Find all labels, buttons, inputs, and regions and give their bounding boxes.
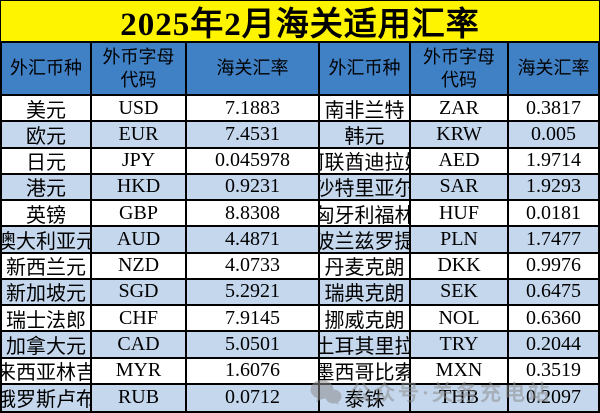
header-cell: 外汇币种 [320,43,411,96]
customs-rate-cell: 0.9976 [509,253,598,280]
currency-name-cell: 美元 [2,96,92,123]
currency-code-cell: MXN [411,358,509,385]
customs-rate-cell: 1.7477 [509,227,598,254]
currency-name-cell: 俄罗斯卢布 [2,384,92,411]
currency-code-cell: EUR [92,122,187,149]
currency-name-cell: 瑞士法郎 [2,306,92,333]
currency-name-cell: 澳大利亚元 [2,227,92,254]
header-cell: 海关汇率 [509,43,598,96]
customs-rate-cell: 0.2097 [509,384,598,411]
customs-rate-cell: 0.3817 [509,96,598,123]
currency-code-cell: GBP [92,201,187,228]
currency-code-cell: SGD [92,279,187,306]
currency-name-cell: 丹麦克朗 [320,253,411,280]
currency-code-cell: PLN [411,227,509,254]
currency-name-cell: 港元 [2,174,92,201]
customs-rate-cell: 7.4531 [187,122,320,149]
currency-name-cell: 新西兰元 [2,253,92,280]
header-cell: 海关汇率 [187,43,320,96]
customs-rate-cell: 1.9714 [509,148,598,175]
currency-name-cell: 匈牙利福林 [320,201,411,228]
currency-code-cell: KRW [411,122,509,149]
currency-code-cell: CHF [92,306,187,333]
currency-name-cell: 新加坡元 [2,279,92,306]
customs-rate-cell: 0.6475 [509,279,598,306]
customs-rate-cell: 0.9231 [187,174,320,201]
currency-name-cell: 加拿大元 [2,332,92,359]
currency-code-cell: TRY [411,332,509,359]
currency-code-cell: DKK [411,253,509,280]
customs-rate-cell: 0.0712 [187,384,320,411]
rate-table: 外汇币种 外币字母代码 海关汇率 外汇币种 外币字母代码 海关汇率 美元 USD… [0,43,600,413]
currency-name-cell: 波兰兹罗提 [320,227,411,254]
customs-rate-cell: 0.2044 [509,332,598,359]
currency-code-cell: RUB [92,384,187,411]
customs-rate-cell: 5.0501 [187,332,320,359]
currency-code-cell: HKD [92,174,187,201]
customs-rate-cell: 0.3519 [509,358,598,385]
customs-rate-cell: 0.0181 [509,201,598,228]
currency-name-cell: 墨西哥比索 [320,358,411,385]
header-cell: 外币字母代码 [411,43,509,96]
currency-code-cell: AED [411,148,509,175]
currency-code-cell: AUD [92,227,187,254]
currency-code-cell: SAR [411,174,509,201]
currency-name-cell: 英镑 [2,201,92,228]
currency-name-cell: 挪威克朗 [320,306,411,333]
currency-code-cell: CAD [92,332,187,359]
currency-code-cell: THB [411,384,509,411]
customs-rate-cell: 4.0733 [187,253,320,280]
currency-code-cell: NZD [92,253,187,280]
customs-rate-cell: 1.6076 [187,358,320,385]
customs-rate-cell: 7.1883 [187,96,320,123]
currency-name-cell: 欧元 [2,122,92,149]
customs-rate-cell: 0.6360 [509,306,598,333]
page-title: 2025年2月海关适用汇率 [0,0,600,43]
currency-name-cell: 韩元 [320,122,411,149]
currency-name-cell: 南非兰特 [320,96,411,123]
currency-code-cell: HUF [411,201,509,228]
currency-name-cell: 土耳其里拉 [320,332,411,359]
header-cell: 外币字母代码 [92,43,187,96]
currency-code-cell: USD [92,96,187,123]
currency-name-cell: 泰铢 [320,384,411,411]
customs-rate-cell: 0.005 [509,122,598,149]
customs-rate-cell: 7.9145 [187,306,320,333]
currency-name-cell: 瑞典克朗 [320,279,411,306]
customs-rate-cell: 1.9293 [509,174,598,201]
currency-code-cell: SEK [411,279,509,306]
customs-rate-cell: 5.2921 [187,279,320,306]
header-cell: 外汇币种 [2,43,92,96]
currency-code-cell: NOL [411,306,509,333]
currency-name-cell: 阿联酋迪拉姆 [320,148,411,175]
customs-rate-cell: 8.8308 [187,201,320,228]
currency-name-cell: 马来西亚林吉特 [2,358,92,385]
customs-rate-cell: 4.4871 [187,227,320,254]
currency-code-cell: MYR [92,358,187,385]
customs-rate-cell: 0.045978 [187,148,320,175]
currency-name-cell: 沙特里亚尔 [320,174,411,201]
currency-name-cell: 日元 [2,148,92,175]
currency-code-cell: ZAR [411,96,509,123]
currency-code-cell: JPY [92,148,187,175]
